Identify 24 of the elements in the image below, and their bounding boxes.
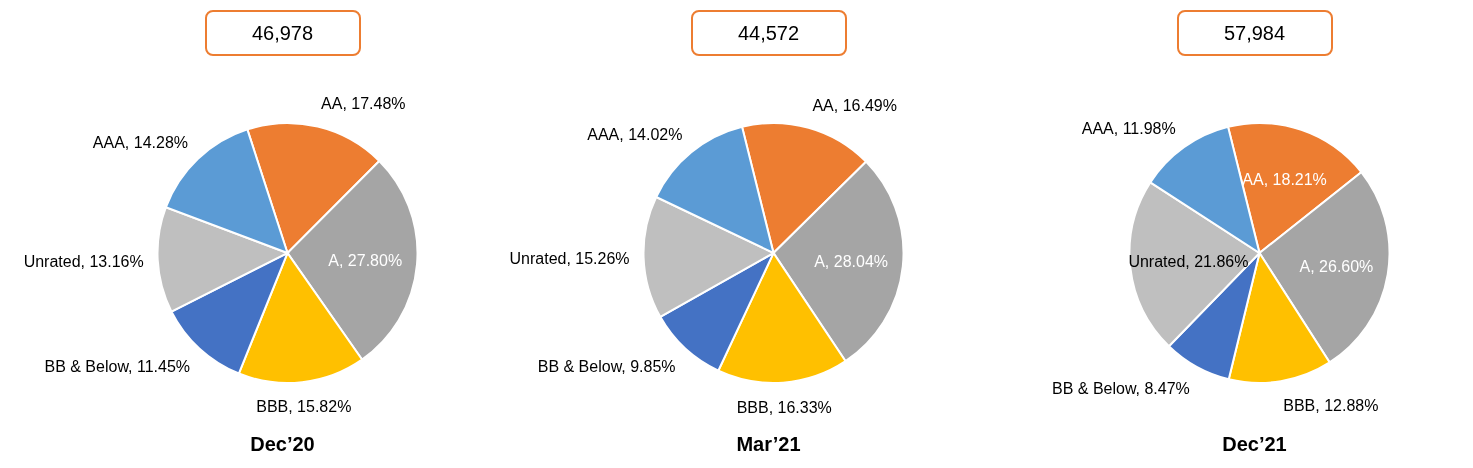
text: Dec’21 [1221,433,1288,456]
slice-label: BBB, 16.33% [736,398,832,416]
slice-label: A, 28.04% [814,252,889,270]
slice-label: A, 27.80% [328,251,403,269]
text: 46,978 [204,10,361,56]
text: 57,984 [1176,10,1333,56]
slice-label: BB & Below, 8.47% [1051,379,1190,397]
slice-label: BBB, 12.88% [1283,396,1379,414]
slice-label: AA, 16.49% [812,96,897,114]
slice-label: AAA, 14.02% [587,125,683,143]
slice-label: Unrated, 15.26% [509,249,630,267]
text: Dec’20 [249,433,316,456]
slice-label: AAA, 11.98% [1081,119,1176,137]
slice-label: Unrated, 21.86% [1128,252,1249,270]
slice-label: BB & Below, 11.45% [44,357,191,375]
slice-label: A, 26.60% [1299,257,1374,275]
slice-label: AA, 18.21% [1242,170,1327,188]
slice-label: AAA, 14.28% [92,133,188,151]
text: 44,572 [690,10,847,56]
slice-label: BB & Below, 9.85% [537,357,676,375]
slice-label: BBB, 15.82% [256,397,352,415]
slice-label: AA, 17.48% [321,94,406,112]
slice-label: Unrated, 13.16% [23,252,144,270]
text: Mar’21 [735,433,802,456]
